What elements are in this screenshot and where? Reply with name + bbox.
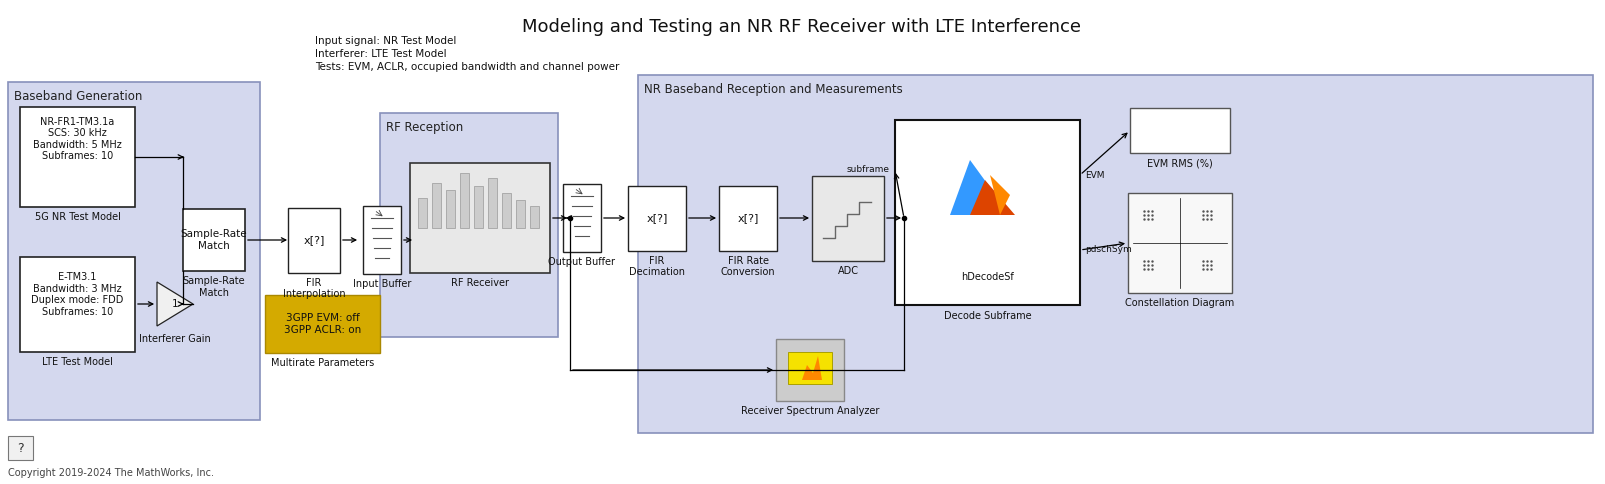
Text: EVM: EVM (1085, 170, 1104, 180)
Bar (502, 193, 510, 228)
Text: hDecodeSf: hDecodeSf (961, 272, 1014, 282)
Bar (380, 113, 559, 337)
Bar (812, 176, 884, 260)
Bar (775, 339, 844, 401)
Text: x[?]: x[?] (303, 235, 324, 245)
Text: FIR
Decimation: FIR Decimation (629, 256, 685, 277)
Bar (788, 352, 831, 384)
Text: ADC: ADC (838, 266, 859, 275)
Polygon shape (157, 282, 193, 326)
Bar (1130, 108, 1229, 153)
Text: 1: 1 (172, 299, 178, 309)
Text: Input Buffer: Input Buffer (353, 279, 411, 289)
Text: Receiver Spectrum Analyzer: Receiver Spectrum Analyzer (742, 406, 880, 416)
Polygon shape (950, 160, 1010, 215)
Text: LTE Test Model: LTE Test Model (42, 357, 112, 367)
Text: pdschSym: pdschSym (1085, 245, 1132, 255)
Bar (461, 173, 469, 228)
Text: 5G NR Test Model: 5G NR Test Model (35, 212, 120, 222)
Bar (488, 178, 498, 228)
Text: Copyright 2019-2024 The MathWorks, Inc.: Copyright 2019-2024 The MathWorks, Inc. (8, 468, 213, 478)
Text: x[?]: x[?] (737, 213, 759, 223)
Bar (639, 75, 1594, 433)
Text: Interferer: LTE Test Model: Interferer: LTE Test Model (315, 49, 446, 59)
Text: FIR Rate
Conversion: FIR Rate Conversion (721, 256, 775, 277)
Text: Interferer Gain: Interferer Gain (140, 334, 210, 344)
Bar (19, 107, 135, 207)
Bar (265, 295, 380, 353)
Text: Tests: EVM, ACLR, occupied bandwidth and channel power: Tests: EVM, ACLR, occupied bandwidth and… (315, 62, 620, 72)
Text: EVM RMS (%): EVM RMS (%) (1148, 158, 1213, 168)
Bar (530, 206, 539, 228)
Text: Modeling and Testing an NR RF Receiver with LTE Interference: Modeling and Testing an NR RF Receiver w… (523, 18, 1082, 36)
Polygon shape (990, 175, 1010, 215)
Bar (8, 436, 34, 460)
Text: 3GPP EVM: off
3GPP ACLR: on: 3GPP EVM: off 3GPP ACLR: on (284, 313, 361, 335)
Text: Input signal: NR Test Model: Input signal: NR Test Model (315, 36, 456, 46)
Bar (896, 120, 1080, 305)
Text: Constellation Diagram: Constellation Diagram (1125, 298, 1234, 308)
Text: Output Buffer: Output Buffer (549, 257, 615, 267)
Bar (409, 163, 551, 273)
Bar (515, 200, 525, 228)
Text: ?: ? (16, 441, 24, 454)
Bar (417, 198, 427, 228)
Bar (287, 208, 340, 272)
Bar (446, 190, 454, 228)
Bar (432, 183, 441, 228)
Text: Sample-Rate
Match: Sample-Rate Match (181, 229, 247, 251)
Bar (563, 184, 600, 252)
Polygon shape (969, 180, 1014, 215)
Text: NR-FR1-TM3.1a
SCS: 30 kHz
Bandwidth: 5 MHz
Subframes: 10: NR-FR1-TM3.1a SCS: 30 kHz Bandwidth: 5 M… (34, 117, 122, 161)
Text: Decode Subframe: Decode Subframe (944, 311, 1032, 321)
Bar (19, 257, 135, 352)
Bar (363, 206, 401, 274)
Text: Sample-Rate
Match: Sample-Rate Match (183, 276, 246, 298)
Text: RF Receiver: RF Receiver (451, 278, 509, 288)
Text: subframe: subframe (847, 166, 891, 175)
Text: FIR
Interpolation: FIR Interpolation (282, 277, 345, 299)
Text: RF Reception: RF Reception (385, 121, 464, 134)
Bar (473, 186, 483, 228)
Bar (628, 185, 685, 251)
Bar (8, 82, 260, 420)
Text: Baseband Generation: Baseband Generation (14, 90, 143, 103)
Bar (1128, 193, 1233, 293)
Text: NR Baseband Reception and Measurements: NR Baseband Reception and Measurements (644, 83, 902, 96)
Bar (719, 185, 777, 251)
Text: E-TM3.1
Bandwidth: 3 MHz
Duplex mode: FDD
Subframes: 10: E-TM3.1 Bandwidth: 3 MHz Duplex mode: FD… (32, 272, 124, 317)
Polygon shape (802, 356, 822, 380)
Bar (183, 209, 246, 271)
Text: x[?]: x[?] (647, 213, 668, 223)
Text: Multirate Parameters: Multirate Parameters (271, 358, 374, 368)
